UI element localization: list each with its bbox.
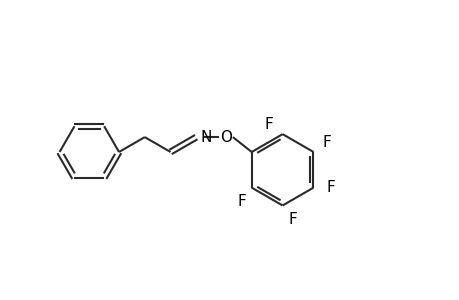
Text: O: O bbox=[219, 130, 231, 145]
Text: F: F bbox=[326, 180, 335, 195]
Text: F: F bbox=[237, 194, 246, 209]
Text: F: F bbox=[264, 117, 273, 132]
Text: N: N bbox=[200, 130, 211, 145]
Text: F: F bbox=[322, 135, 331, 150]
Text: F: F bbox=[287, 212, 296, 227]
